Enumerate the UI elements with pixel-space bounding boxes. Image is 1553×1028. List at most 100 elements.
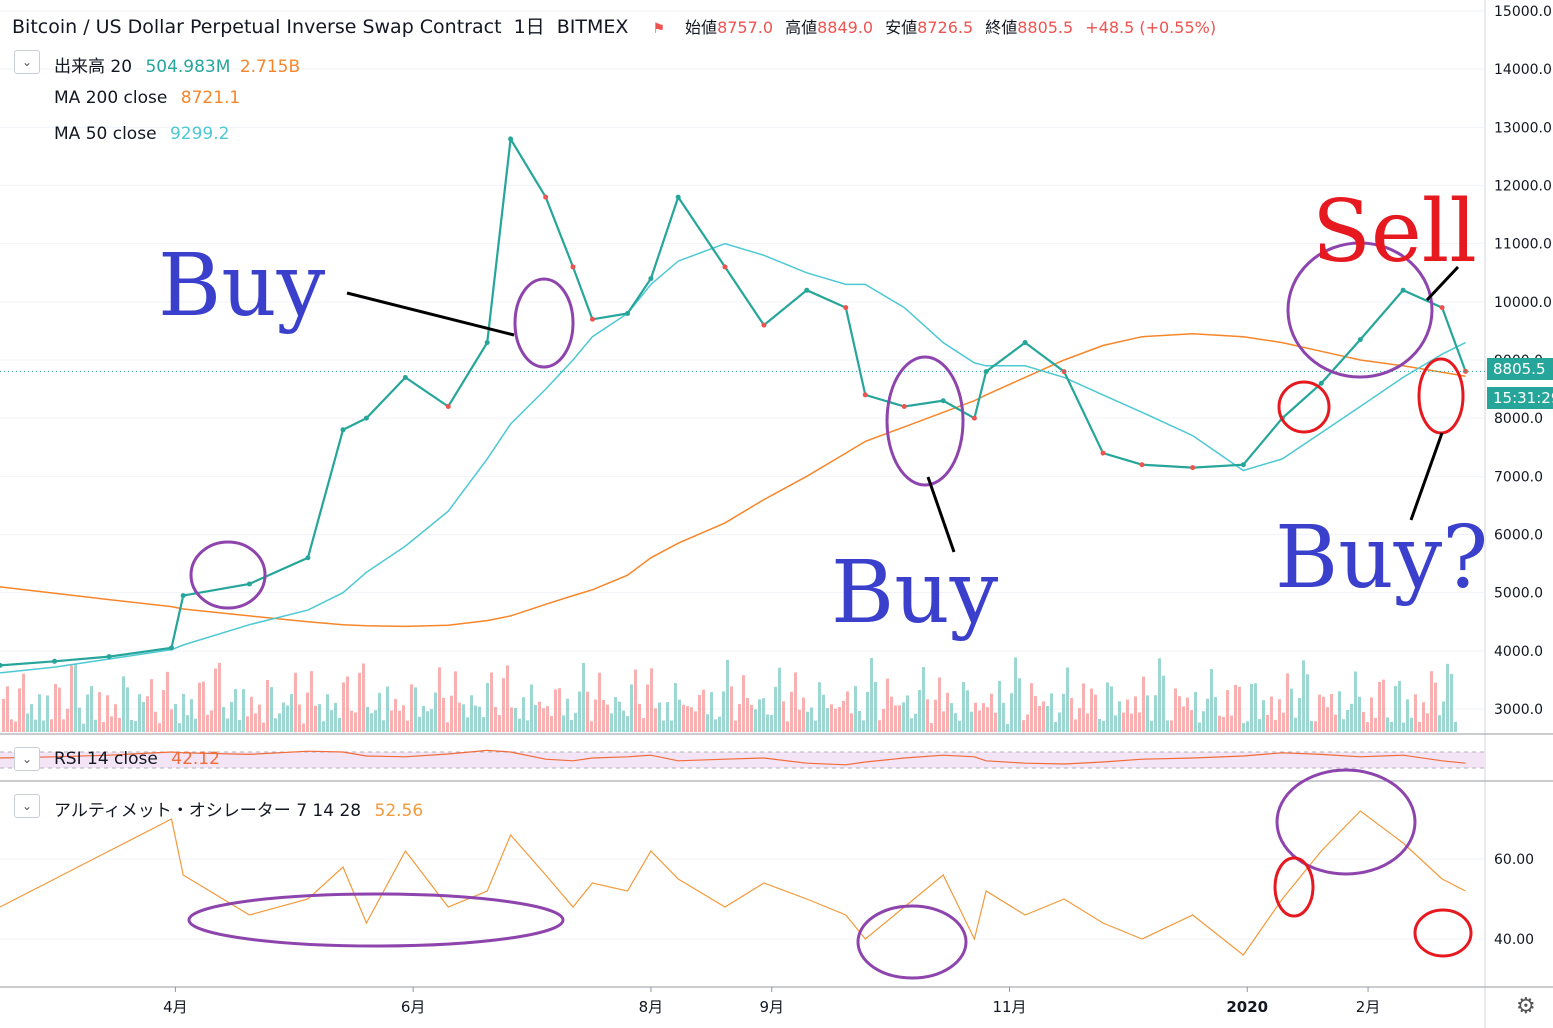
flag-icon[interactable]: ⚑ <box>652 21 665 37</box>
volume-bar <box>422 705 425 732</box>
volume-bar <box>590 721 593 732</box>
volume-bar <box>622 710 625 732</box>
price-point <box>804 287 810 293</box>
volume-bar <box>102 721 105 732</box>
volume-bar <box>1094 694 1097 732</box>
volume-bar <box>702 689 705 732</box>
volume-bar <box>118 717 121 732</box>
volume-bar <box>1146 695 1149 732</box>
volume-bar <box>190 699 193 732</box>
symbol-header[interactable]: Bitcoin / US Dollar Perpetual Inverse Sw… <box>12 12 1216 39</box>
volume-bar <box>1154 695 1157 732</box>
volume-bar <box>746 698 749 732</box>
close-price-line <box>0 135 1467 667</box>
volume-bar <box>646 684 649 732</box>
volume-bar <box>526 720 529 732</box>
volume-bar <box>682 704 685 732</box>
volume-bar <box>1050 693 1053 732</box>
volume-bar <box>506 665 509 732</box>
volume-bar <box>1102 720 1105 732</box>
volume-bar <box>218 662 221 732</box>
interval[interactable]: 1日 <box>513 16 545 38</box>
volume-bar <box>558 688 561 732</box>
volume-bar <box>766 714 769 732</box>
volume-bar <box>510 707 513 732</box>
volume-bar <box>1066 667 1069 732</box>
volume-bar <box>570 719 573 732</box>
change-value: +48.5 (+0.55%) <box>1085 18 1217 37</box>
volume-bar <box>1398 680 1401 732</box>
collapse-uo-button[interactable]: ⌄ <box>14 794 40 818</box>
annotation-pointer <box>1409 432 1444 521</box>
price-point <box>1357 337 1363 343</box>
volume-bar <box>1310 720 1313 732</box>
volume-bar <box>394 699 397 732</box>
annotation-circle <box>856 904 968 980</box>
price-tick-label: 11000.0 <box>1494 237 1552 253</box>
volume-bar <box>902 702 905 732</box>
volume-bar <box>1018 678 1021 732</box>
volume-bar <box>986 707 989 732</box>
volume-bar <box>854 686 857 732</box>
volume-bar <box>386 686 389 732</box>
volume-bar <box>78 707 81 732</box>
volume-bar <box>246 716 249 732</box>
volume-bar <box>954 713 957 732</box>
volume-bar <box>1434 682 1437 732</box>
rsi-legend[interactable]: RSI 14 close 42.12 <box>54 749 220 769</box>
price-point <box>901 404 907 410</box>
ma200-legend[interactable]: MA 200 close 8721.1 <box>54 88 240 108</box>
low-value: 8726.5 <box>917 18 974 37</box>
volume-bar <box>382 720 385 732</box>
volume-bar <box>66 708 69 732</box>
volume-bar <box>618 701 621 732</box>
price-point <box>168 645 174 651</box>
volume-bar <box>810 707 813 732</box>
annotations: Buy Buy Sell Buy? <box>158 182 1488 980</box>
volume-bar <box>238 720 241 732</box>
price-tick-label: 15000.0 <box>1494 4 1552 20</box>
price-point <box>246 581 252 587</box>
volume-bar <box>1262 700 1265 732</box>
volume-bar <box>1098 719 1101 732</box>
volume-bar <box>530 684 533 732</box>
volume-bar <box>342 682 345 732</box>
volume-legend[interactable]: 出来高 20 504.983M 2.715B <box>54 52 300 77</box>
volume-bar <box>1206 698 1209 732</box>
volume-bar <box>1046 706 1049 732</box>
volume-bar <box>466 717 469 732</box>
volume-bar <box>610 713 613 732</box>
ma50-legend[interactable]: MA 50 close 9299.2 <box>54 124 229 144</box>
volume-bar <box>866 691 869 732</box>
volume-bar <box>1110 686 1113 732</box>
volume-bar <box>626 716 629 732</box>
volume-bar <box>1274 719 1277 732</box>
time-tick-label: 2月 <box>1356 998 1381 1016</box>
price-point <box>843 305 849 311</box>
uo-legend[interactable]: アルティメット・オシレーター 7 14 28 52.56 <box>54 796 423 821</box>
volume-bar <box>546 706 549 732</box>
volume-bar <box>350 710 353 732</box>
price-point <box>1190 465 1196 471</box>
price-point <box>1318 380 1324 386</box>
volume-bar <box>1138 712 1141 732</box>
volume-bar <box>1010 693 1013 732</box>
settings-gear-icon[interactable]: ⚙ <box>1516 994 1536 1019</box>
chevron-down-icon: ⌄ <box>21 752 33 766</box>
price-tick-label: 10000.0 <box>1494 295 1552 311</box>
collapse-rsi-button[interactable]: ⌄ <box>14 747 40 771</box>
volume-bar <box>1366 722 1369 732</box>
volume-bar <box>478 706 481 732</box>
volume-bar <box>774 686 777 732</box>
ma200-label: MA 200 close <box>54 88 168 108</box>
collapse-legend-button[interactable]: ⌄ <box>14 50 40 74</box>
volume-bar <box>34 719 37 732</box>
volume-bar <box>1142 676 1145 732</box>
volume-bar <box>1118 701 1121 732</box>
volume-bar <box>858 710 861 732</box>
price-point <box>106 654 112 660</box>
volume-bar <box>782 701 785 732</box>
volume-value: 504.983M <box>145 57 231 77</box>
volume-bars <box>2 657 1457 732</box>
